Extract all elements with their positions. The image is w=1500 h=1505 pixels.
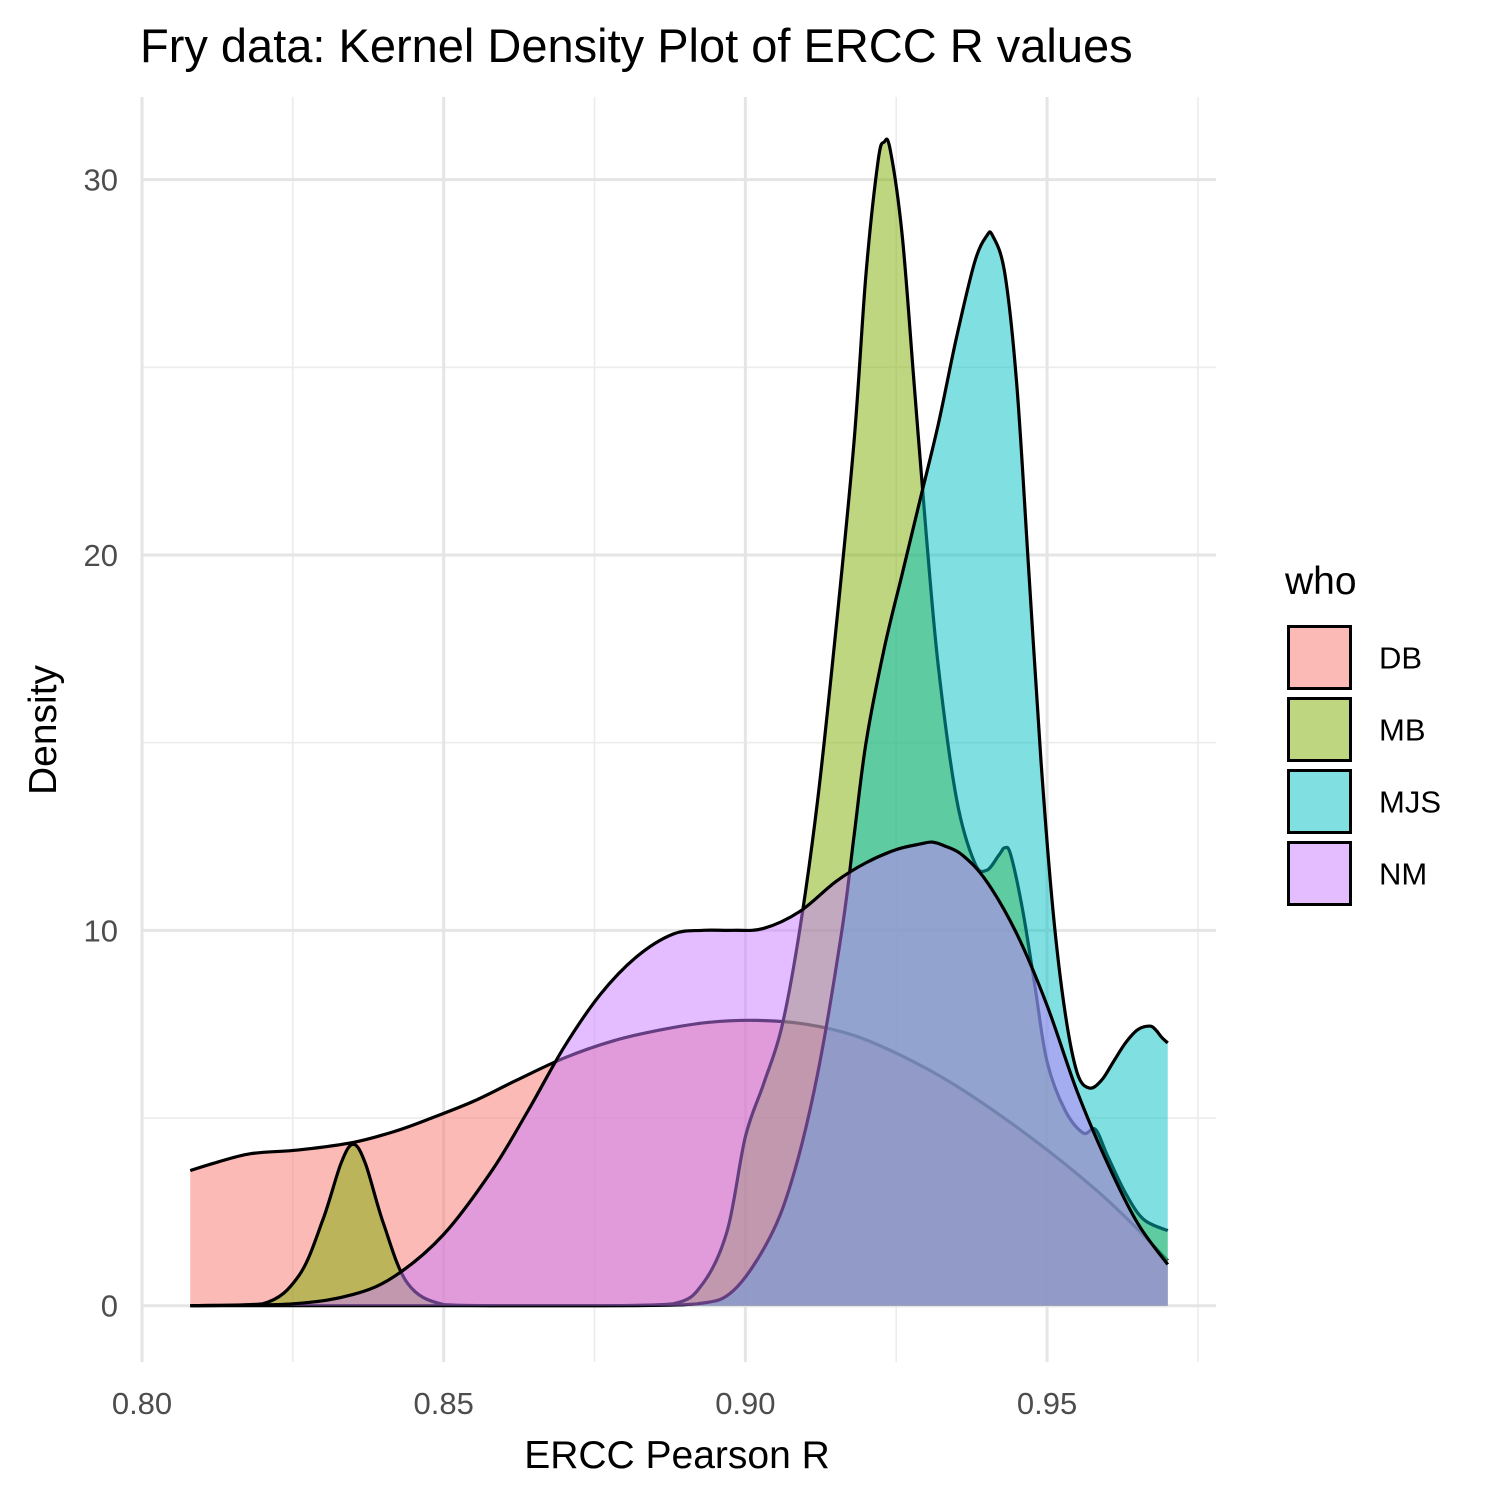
legend-key-mb xyxy=(1287,697,1352,762)
legend-key-nm xyxy=(1287,841,1352,906)
y-tick-label: 30 xyxy=(84,163,118,198)
y-tick-label: 20 xyxy=(84,538,118,573)
density-outline-nm xyxy=(190,840,1170,1308)
legend-label-mb: MB xyxy=(1379,713,1426,748)
legend-label-mjs: MJS xyxy=(1379,785,1441,820)
x-axis-title: ERCC Pearson R xyxy=(524,1434,830,1477)
x-tick-label: 0.80 xyxy=(112,1386,172,1421)
x-tick-label: 0.85 xyxy=(414,1386,474,1421)
legend-key-mjs xyxy=(1287,769,1352,834)
density-area-nm xyxy=(190,842,1168,1306)
chart-title: Fry data: Kernel Density Plot of ERCC R … xyxy=(140,19,1133,72)
legend-key-db xyxy=(1287,625,1352,690)
y-axis-title: Density xyxy=(22,664,65,795)
legend: who DB MB MJS NM xyxy=(1284,560,1441,906)
density-areas xyxy=(189,137,1170,1308)
x-tick-label: 0.95 xyxy=(1017,1386,1077,1421)
legend-label-nm: NM xyxy=(1379,857,1427,892)
legend-title: who xyxy=(1284,560,1357,603)
x-tick-label: 0.90 xyxy=(715,1386,775,1421)
y-tick-label: 0 xyxy=(101,1289,118,1324)
legend-label-db: DB xyxy=(1379,641,1422,676)
axis-tick-labels: 0.80 0.85 0.90 0.95 0 10 20 30 xyxy=(84,163,1078,1421)
y-tick-label: 10 xyxy=(84,913,118,948)
legend-items: DB MB MJS NM xyxy=(1287,625,1441,906)
